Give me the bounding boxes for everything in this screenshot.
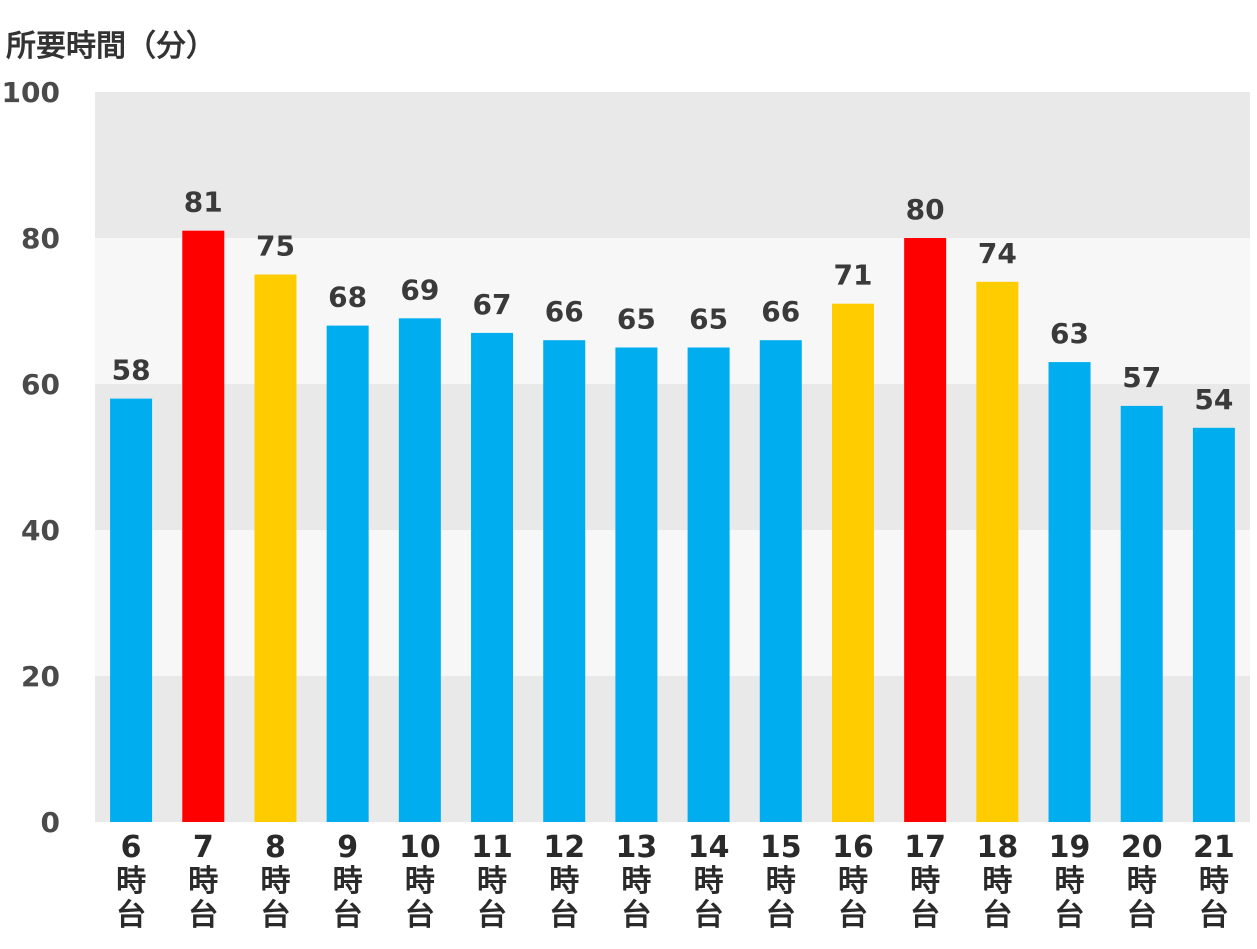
data-label: 74: [978, 237, 1017, 270]
x-category-label: 時: [1055, 864, 1085, 899]
x-category-label: 8: [265, 830, 286, 865]
bar: [254, 274, 297, 822]
bar: [543, 340, 586, 822]
x-category-label: 時: [982, 864, 1012, 899]
x-category-label: 台: [477, 898, 507, 933]
x-category-label: 台: [1199, 898, 1229, 933]
x-category-label: 時: [1199, 864, 1229, 899]
x-category-label: 台: [333, 898, 363, 933]
bar: [976, 281, 1019, 822]
x-category-label: 10: [399, 830, 441, 865]
x-category-label: 11: [471, 830, 513, 865]
x-category-label: 台: [1127, 898, 1157, 933]
data-label: 63: [1050, 317, 1089, 350]
y-tick-label: 80: [21, 222, 60, 255]
x-category-label: 時: [910, 864, 940, 899]
x-category-label: 台: [694, 898, 724, 933]
data-label: 67: [473, 288, 512, 321]
x-category-label: 20: [1121, 830, 1163, 865]
x-category-label: 12: [543, 830, 585, 865]
bar: [1048, 362, 1091, 822]
x-category-label: 時: [260, 864, 290, 899]
x-axis-categories: 6時台7時台8時台9時台10時台11時台12時台13時台14時台15時台16時台…: [116, 830, 1235, 933]
x-category-label: 台: [621, 898, 651, 933]
bar: [471, 332, 514, 822]
x-category-label: 台: [549, 898, 579, 933]
x-category-label: 13: [616, 830, 658, 865]
x-category-label: 16: [832, 830, 874, 865]
data-label: 68: [328, 281, 367, 314]
bar: [687, 347, 730, 822]
x-category-label: 台: [116, 898, 146, 933]
x-category-label: 時: [116, 864, 146, 899]
data-label: 54: [1194, 383, 1233, 416]
data-label: 66: [761, 295, 800, 328]
x-category-label: 台: [838, 898, 868, 933]
bar: [759, 340, 802, 822]
data-label: 65: [617, 303, 656, 336]
x-category-label: 時: [333, 864, 363, 899]
data-label: 57: [1122, 361, 1161, 394]
y-tick-label: 60: [21, 368, 60, 401]
x-category-label: 台: [982, 898, 1012, 933]
bar: [1120, 405, 1163, 822]
x-category-label: 19: [1049, 830, 1091, 865]
bars: [110, 230, 1235, 822]
y-axis-title: 所要時間（分）: [6, 29, 216, 64]
bar: [831, 303, 874, 822]
data-label: 80: [906, 193, 945, 226]
data-label: 75: [256, 230, 295, 263]
x-category-label: 台: [405, 898, 435, 933]
x-category-label: 台: [910, 898, 940, 933]
x-category-label: 14: [688, 830, 730, 865]
x-category-label: 時: [1127, 864, 1157, 899]
bar: [182, 230, 225, 822]
background-band: [95, 92, 1250, 238]
x-category-label: 時: [477, 864, 507, 899]
x-category-label: 7: [193, 830, 214, 865]
data-label: 71: [833, 259, 872, 292]
x-category-label: 15: [760, 830, 802, 865]
x-category-label: 時: [838, 864, 868, 899]
x-category-label: 21: [1193, 830, 1235, 865]
x-category-label: 時: [188, 864, 218, 899]
y-tick-label: 40: [21, 514, 60, 547]
data-label: 69: [400, 273, 439, 306]
bar: [1192, 427, 1235, 822]
x-category-label: 9: [337, 830, 358, 865]
bar: [904, 238, 947, 822]
x-category-label: 6: [121, 830, 142, 865]
data-label: 58: [112, 354, 151, 387]
x-category-label: 台: [260, 898, 290, 933]
y-tick-label: 0: [41, 806, 60, 839]
data-label: 65: [689, 303, 728, 336]
x-category-label: 台: [766, 898, 796, 933]
bar: [326, 325, 369, 822]
x-category-label: 時: [549, 864, 579, 899]
x-category-label: 時: [405, 864, 435, 899]
x-category-label: 17: [904, 830, 946, 865]
bar: [398, 318, 441, 822]
y-tick-label: 20: [21, 660, 60, 693]
bar: [110, 398, 153, 822]
x-category-label: 台: [188, 898, 218, 933]
y-axis-ticks: 0 20 40 60 80 100: [2, 76, 60, 839]
x-category-label: 時: [694, 864, 724, 899]
data-label: 81: [184, 186, 223, 219]
data-labels: 58 81 75 68 69 67 66 65 65 66 71 80 74 63 57 54: [112, 186, 1234, 416]
data-label: 66: [545, 295, 584, 328]
bar: [615, 347, 658, 822]
x-category-label: 時: [621, 864, 651, 899]
x-category-label: 台: [1055, 898, 1085, 933]
y-tick-label: 100: [2, 76, 60, 109]
x-category-label: 18: [976, 830, 1018, 865]
x-category-label: 時: [766, 864, 796, 899]
